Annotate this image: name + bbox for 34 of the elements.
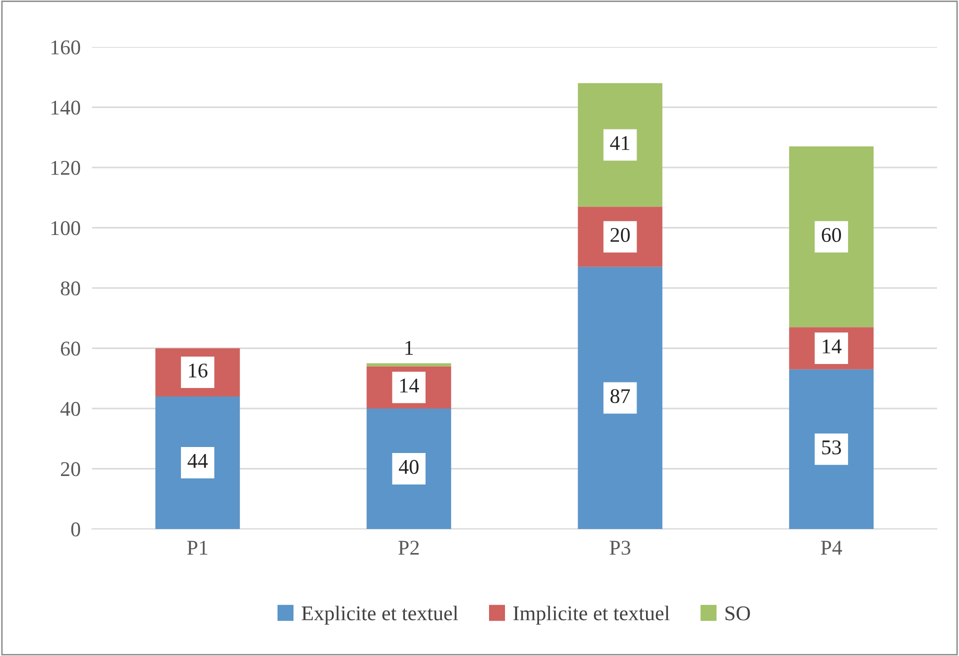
bar — [366, 408, 452, 529]
y-tick-label: 40 — [60, 402, 80, 416]
bar — [578, 83, 662, 207]
y-tick-label: 120 — [51, 160, 80, 175]
data-label: 1 — [406, 340, 413, 355]
bar — [578, 266, 662, 529]
x-tick-label: P4 — [820, 540, 842, 555]
legend-label: Implicite et textuel — [513, 606, 670, 625]
data-label: 14 — [400, 378, 419, 392]
bar — [789, 146, 874, 328]
x-tick-label: P2 — [398, 540, 419, 555]
y-tick-label: 100 — [51, 221, 80, 236]
y-tick-label: 80 — [60, 281, 80, 296]
legend-label: SO — [726, 606, 750, 620]
y-tick-label: 20 — [60, 462, 80, 476]
data-label: 87 — [610, 389, 630, 404]
y-tick-label: 160 — [51, 40, 80, 54]
data-label: 53 — [822, 440, 841, 454]
x-tick-label: P1 — [187, 540, 208, 555]
data-label: 20 — [610, 228, 630, 242]
data-label: 44 — [188, 454, 208, 468]
data-label: 41 — [610, 136, 630, 150]
y-tick-label: 60 — [60, 342, 80, 356]
data-label: 16 — [189, 364, 208, 378]
bar — [155, 396, 240, 529]
y-tick-label: 0 — [71, 522, 80, 536]
data-label: 40 — [398, 460, 418, 474]
y-tick-label: 140 — [51, 100, 80, 115]
data-label: 14 — [822, 340, 842, 354]
bar — [366, 363, 452, 366]
legend-label: Explicite et textuel — [302, 606, 458, 625]
x-tick-label: P3 — [610, 540, 630, 555]
bar — [789, 369, 874, 529]
data-label: 60 — [822, 228, 841, 242]
